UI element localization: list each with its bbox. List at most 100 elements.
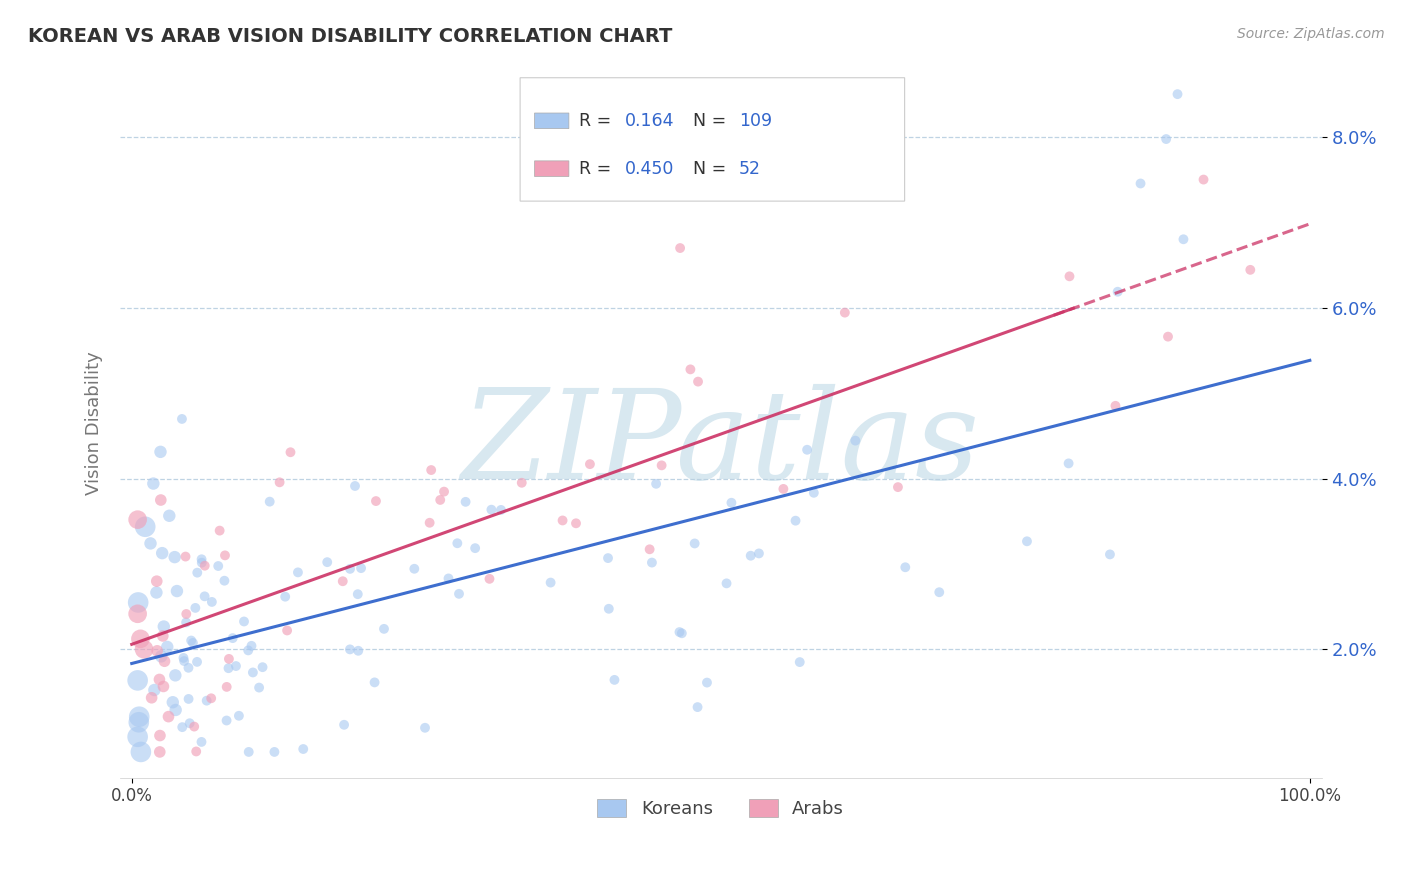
Point (669, 241, 692, 255)
Point (887, 480, 910, 494)
Point (928, 585, 950, 599)
Point (316, 555, 339, 569)
Text: 0.164: 0.164 (624, 112, 673, 130)
Point (165, 668, 187, 682)
Point (638, 542, 661, 557)
Text: 0.450: 0.450 (624, 160, 673, 178)
Point (1239, 263, 1261, 277)
Point (686, 375, 709, 389)
Point (1129, 177, 1152, 191)
Point (195, 693, 218, 707)
Point (186, 655, 208, 669)
Point (346, 587, 368, 601)
Point (152, 629, 174, 643)
Point (1154, 132, 1177, 146)
Point (173, 654, 195, 668)
Text: N =: N = (693, 160, 733, 178)
Point (172, 720, 194, 734)
Point (129, 745, 152, 759)
Point (481, 502, 503, 516)
Point (190, 735, 212, 749)
Point (139, 536, 162, 550)
Point (651, 458, 673, 473)
Text: KOREAN VS ARAB VISION DISABILITY CORRELATION CHART: KOREAN VS ARAB VISION DISABILITY CORRELA… (28, 27, 672, 45)
Point (240, 639, 263, 653)
Point (1192, 172, 1215, 186)
Point (413, 721, 436, 735)
Point (242, 665, 264, 680)
Text: R =: R = (579, 160, 617, 178)
Point (551, 513, 574, 527)
Point (208, 524, 231, 538)
Point (1107, 285, 1129, 299)
Point (464, 541, 486, 556)
Text: 52: 52 (738, 160, 761, 178)
Point (145, 574, 167, 589)
Point (142, 476, 165, 491)
Point (332, 574, 354, 589)
Text: N =: N = (693, 112, 733, 130)
Point (128, 709, 150, 723)
Point (748, 546, 770, 560)
Point (149, 745, 172, 759)
Y-axis label: Vision Disability: Vision Disability (86, 351, 103, 495)
Point (180, 633, 202, 648)
Point (186, 744, 208, 758)
Point (157, 508, 180, 523)
Point (201, 595, 224, 609)
Point (686, 700, 709, 714)
Point (190, 552, 212, 566)
Point (174, 615, 197, 630)
Point (276, 624, 298, 638)
Point (796, 442, 818, 457)
Point (287, 566, 309, 580)
Point (404, 562, 426, 576)
Point (579, 457, 602, 471)
Point (146, 644, 169, 658)
Point (215, 680, 238, 694)
Point (127, 595, 149, 609)
Point (149, 493, 172, 508)
Point (194, 558, 217, 573)
Point (679, 362, 702, 376)
Point (149, 729, 172, 743)
Point (179, 716, 201, 731)
Point (129, 632, 152, 646)
Text: Source: ZipAtlas.com: Source: ZipAtlas.com (1237, 27, 1385, 41)
Point (181, 636, 204, 650)
Point (200, 691, 222, 706)
Legend: Koreans, Arabs: Koreans, Arabs (591, 791, 851, 825)
Point (280, 445, 302, 459)
Point (596, 551, 619, 566)
Point (429, 492, 451, 507)
Point (238, 643, 260, 657)
Point (183, 720, 205, 734)
Point (894, 560, 917, 574)
Point (157, 709, 180, 723)
Point (454, 495, 477, 509)
Point (1166, 87, 1188, 102)
Point (540, 575, 562, 590)
Point (363, 675, 385, 690)
Point (789, 655, 811, 669)
Point (603, 673, 626, 687)
FancyBboxPatch shape (534, 161, 569, 177)
Point (1098, 548, 1121, 562)
Point (347, 644, 370, 658)
Point (696, 675, 718, 690)
Point (134, 520, 156, 534)
Point (150, 649, 173, 664)
Point (333, 718, 356, 732)
Point (214, 549, 236, 563)
Point (194, 590, 217, 604)
Point (127, 513, 149, 527)
Point (437, 571, 460, 585)
Point (259, 494, 281, 508)
Point (419, 516, 441, 530)
Point (148, 673, 170, 687)
Point (373, 622, 395, 636)
Point (645, 476, 668, 491)
Point (156, 640, 179, 654)
Point (1057, 456, 1080, 470)
Point (716, 576, 738, 591)
